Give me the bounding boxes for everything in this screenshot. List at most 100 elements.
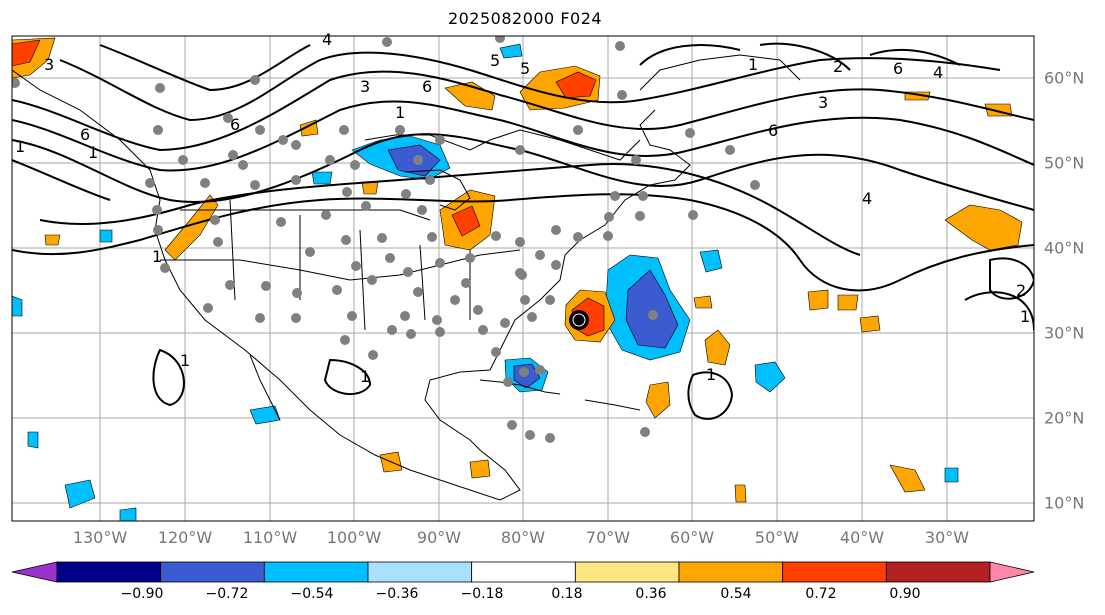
colorbar-segment — [263, 561, 369, 583]
colorbar-segment — [678, 561, 784, 583]
colorbar-tick-label: −0.72 — [205, 586, 249, 602]
fill-orange-mid-3 — [807, 289, 829, 311]
contour-label: 4 — [862, 189, 872, 208]
fill-blue-mid-1 — [754, 361, 786, 393]
colorbar-tick-label: −0.54 — [290, 586, 334, 602]
fill-orange-pacific-1 — [44, 234, 61, 246]
lon-label: 90°W — [416, 528, 462, 547]
contour-label: 1 — [15, 137, 25, 156]
lat-label: 10°N — [1044, 493, 1085, 513]
anomaly-fills — [12, 37, 1023, 521]
contour-label: 1 — [360, 367, 370, 386]
colorbar-tick-label: 0.90 — [889, 586, 921, 602]
fill-orange-mid-6 — [693, 295, 713, 309]
contour-label: 1 — [180, 351, 190, 370]
fill-orange-e-atlantic — [944, 204, 1023, 251]
fill-blue-pacific-3 — [27, 431, 39, 449]
fill-blue-pacific-2 — [249, 405, 281, 425]
contour-label: 3 — [44, 55, 54, 74]
contour-label: 1 — [88, 143, 98, 162]
contour-label: 5 — [520, 59, 530, 78]
fill-blue-w-canada — [311, 171, 333, 185]
contour-label: 6 — [422, 77, 432, 96]
fill-blue-mid-2 — [699, 249, 723, 273]
colorbar-segment — [56, 561, 162, 583]
coastlines — [12, 54, 801, 501]
lon-label: 40°W — [839, 528, 885, 547]
colorbar-tick-label: −0.18 — [460, 586, 504, 602]
colorbar-segment — [160, 561, 265, 583]
lon-label: 80°W — [500, 528, 546, 547]
contour-label: 1 — [748, 55, 758, 74]
fill-blue-pacific-4 — [12, 295, 23, 317]
map-frame — [11, 35, 1035, 522]
colorbar-segment — [367, 561, 473, 583]
fill-orange-mid-1 — [704, 329, 731, 366]
contour-label: 1 — [1020, 307, 1030, 326]
contour-label: 6 — [893, 59, 903, 78]
colorbar-tick-label: −0.90 — [120, 586, 164, 602]
fill-midblue-atlantic — [625, 269, 679, 349]
fill-blue-pacific-5 — [119, 507, 137, 521]
contour-label: 2 — [833, 57, 843, 76]
contour-label: 6 — [80, 125, 90, 144]
fill-blue-hudson-top — [499, 43, 523, 59]
station-dots — [12, 36, 760, 443]
lon-label: 130°W — [72, 528, 128, 547]
colorbar-segment — [574, 561, 680, 583]
fill-orange-ontario — [361, 181, 379, 195]
colorbar-tick-label: 0.72 — [805, 586, 837, 602]
lon-label: 30°W — [924, 528, 970, 547]
lon-label: 100°W — [326, 528, 382, 547]
contour-label: 3 — [360, 77, 370, 96]
fill-orange-e-atl-2 — [889, 464, 926, 493]
contour-label: 1 — [152, 247, 162, 266]
colorbar-tick-label: 0.36 — [635, 586, 667, 602]
fill-orange-mid-5 — [859, 315, 881, 333]
colorbar-segment — [782, 561, 887, 583]
fill-blue-pacific-6 — [99, 229, 113, 243]
lon-label: 50°W — [754, 528, 800, 547]
lon-label: 110°W — [242, 528, 298, 547]
fill-blue-e-atl-3 — [944, 467, 959, 483]
lat-label: 60°N — [1044, 68, 1085, 88]
fill-red-greatlakes — [451, 205, 481, 237]
colorbar-extend-low — [11, 561, 58, 583]
contour-label: 4 — [322, 30, 332, 49]
contour-label: 3 — [818, 93, 828, 112]
contour-label: 6 — [768, 121, 778, 140]
lon-label: 60°W — [669, 528, 715, 547]
lat-label: 40°N — [1044, 238, 1085, 258]
contour-label: 1 — [395, 103, 405, 122]
fill-orange-mid-2 — [645, 381, 671, 419]
colorbar-extend-high — [989, 561, 1035, 583]
contour-label-group: 3 5 6 5 4 1 3 6 1 2 3 6 4 1 6 4 6 1 1 1 … — [15, 30, 1030, 386]
colorbar-tick-label: −0.36 — [375, 586, 419, 602]
colorbar-tick-label: 0.18 — [551, 586, 583, 602]
colorbar-segment — [471, 561, 576, 583]
lat-label: 20°N — [1044, 408, 1085, 428]
hurricane-marker — [569, 310, 589, 330]
fill-red-labrador — [555, 71, 597, 99]
fill-red-alaska — [12, 39, 41, 67]
contour-label: 5 — [490, 51, 500, 70]
contour-label: 2 — [1016, 281, 1026, 300]
map-title: 2025082000 F024 — [447, 9, 603, 28]
lon-label: 70°W — [585, 528, 631, 547]
contour-lines — [12, 42, 1034, 420]
lon-label: 120°W — [157, 528, 213, 547]
colorbar — [11, 561, 1035, 583]
colorbar-segment — [885, 561, 991, 583]
graticule — [12, 36, 1034, 521]
contour-label: 4 — [933, 63, 943, 82]
contour-label: 6 — [230, 115, 240, 134]
lat-label: 50°N — [1044, 153, 1085, 173]
fill-orange-caribbean — [734, 484, 747, 503]
contour-label: 1 — [706, 365, 716, 384]
fill-orange-central-am — [469, 459, 491, 479]
lat-label: 30°N — [1044, 323, 1085, 343]
colorbar-tick-label: 0.54 — [720, 586, 752, 602]
fill-blue-pacific-1 — [64, 479, 96, 509]
fill-orange-mid-4 — [837, 294, 859, 311]
